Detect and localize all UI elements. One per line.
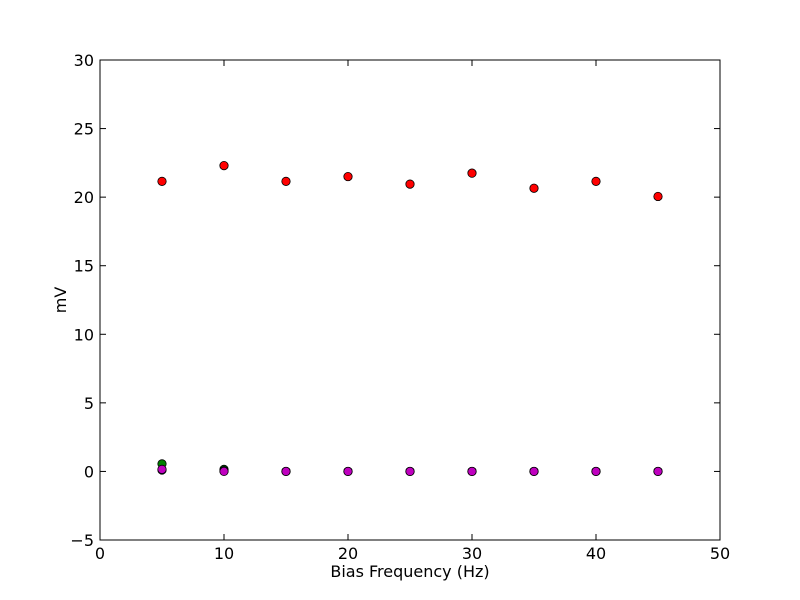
data-point-series-4 (281, 466, 291, 477)
x-tick-label: 10 (214, 544, 234, 563)
data-point-series-1 (653, 191, 663, 202)
y-axis-label: mV (51, 287, 70, 314)
data-point-series-4 (653, 466, 663, 477)
y-tick-label: 15 (74, 257, 94, 276)
y-tick-label: −5 (70, 531, 94, 550)
data-point-series-4 (219, 466, 229, 477)
y-tick-label: 10 (74, 325, 94, 344)
x-tick-label: 30 (462, 544, 482, 563)
x-tick-label: 50 (710, 544, 730, 563)
x-tick-label: 0 (95, 544, 105, 563)
x-tick-label: 40 (586, 544, 606, 563)
data-point-series-1 (157, 176, 167, 186)
data-point-series-1 (343, 171, 353, 182)
data-point-series-4 (529, 466, 539, 477)
data-point-series-4 (467, 466, 477, 477)
y-tick-label: 30 (74, 51, 94, 70)
data-points (157, 161, 663, 477)
data-point-series-4 (343, 466, 353, 477)
data-point-series-1 (467, 168, 477, 178)
x-axis-label: Bias Frequency (Hz) (330, 562, 489, 581)
data-point-series-4 (157, 464, 167, 474)
y-tick-label: 0 (84, 462, 94, 481)
data-point-series-1 (219, 161, 229, 171)
data-point-series-1 (281, 176, 291, 186)
plot-frame (99, 59, 721, 541)
data-point-series-1 (591, 176, 601, 186)
y-tick-label: 20 (74, 188, 94, 207)
x-tick-label: 20 (338, 544, 358, 563)
y-tick-label: 25 (74, 120, 94, 139)
y-tick-label: 5 (84, 394, 94, 413)
data-point-series-4 (591, 466, 601, 477)
data-point-series-1 (529, 183, 539, 193)
data-point-series-4 (405, 466, 415, 477)
data-point-series-1 (405, 179, 415, 189)
plot-area (100, 60, 720, 540)
